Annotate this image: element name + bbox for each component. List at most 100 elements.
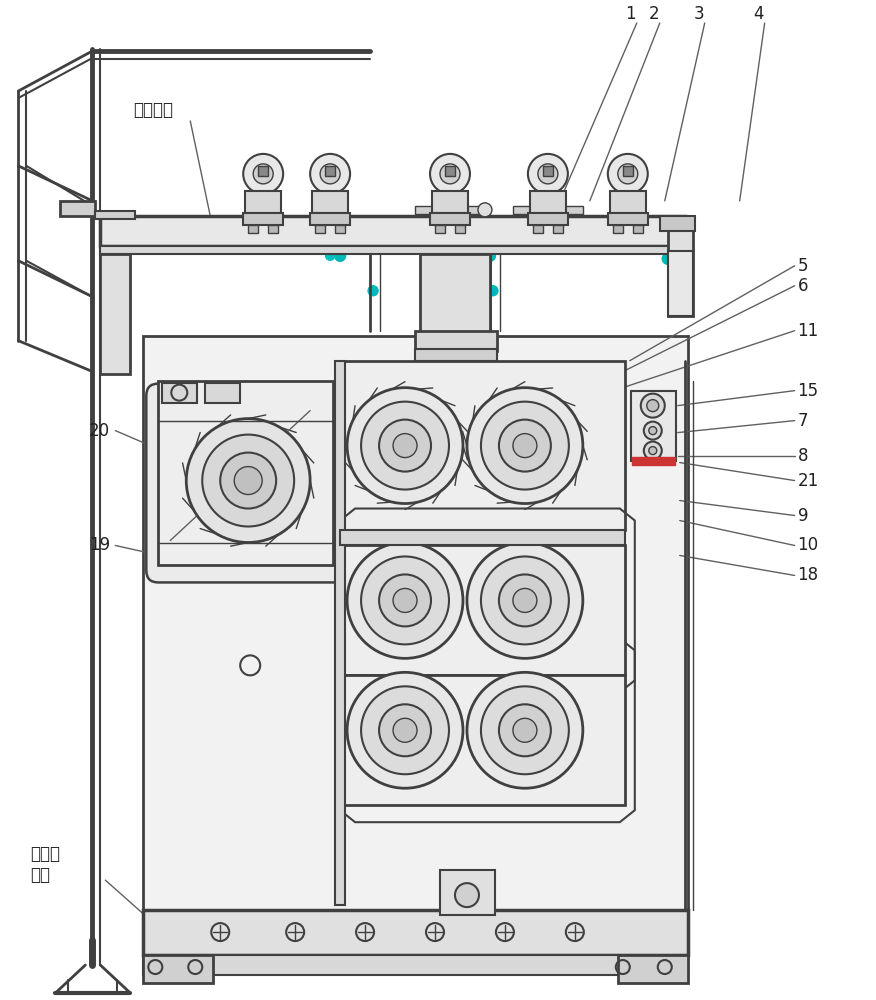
Circle shape	[538, 164, 558, 184]
Bar	[95, 211, 135, 219]
Circle shape	[393, 718, 417, 742]
Circle shape	[513, 718, 537, 742]
Bar	[258, 166, 268, 176]
Text: 18: 18	[798, 566, 819, 584]
Circle shape	[393, 588, 417, 612]
Bar	[415, 331, 497, 351]
Circle shape	[202, 435, 294, 527]
Bar	[543, 166, 553, 176]
Bar	[340, 545, 625, 675]
Bar	[205, 383, 240, 403]
Bar	[340, 675, 625, 805]
Text: 20: 20	[89, 422, 110, 440]
Text: 11: 11	[798, 322, 819, 340]
Circle shape	[435, 231, 441, 237]
Bar	[668, 216, 693, 316]
Text: 1: 1	[625, 5, 636, 23]
Bar	[632, 225, 643, 233]
Circle shape	[448, 251, 456, 260]
Bar	[60, 201, 95, 216]
Bar	[513, 206, 583, 214]
Circle shape	[187, 419, 310, 542]
Bar	[144, 910, 688, 955]
Bar	[245, 191, 281, 213]
Circle shape	[361, 686, 449, 774]
Bar	[310, 213, 350, 225]
Circle shape	[499, 420, 551, 472]
Bar	[618, 955, 688, 983]
Circle shape	[379, 420, 431, 472]
Text: 5: 5	[798, 257, 809, 275]
Circle shape	[484, 250, 496, 261]
Circle shape	[379, 574, 431, 626]
Bar	[101, 246, 685, 254]
Bar	[248, 225, 258, 233]
Circle shape	[646, 400, 659, 412]
Bar	[415, 349, 497, 361]
Bar	[632, 457, 675, 465]
Circle shape	[220, 453, 276, 509]
Circle shape	[347, 672, 463, 788]
Text: 地板印
花机: 地板印 花机	[31, 845, 60, 884]
Bar	[435, 225, 445, 233]
Circle shape	[481, 402, 569, 490]
Bar	[244, 213, 283, 225]
Circle shape	[430, 154, 470, 194]
Circle shape	[234, 467, 262, 495]
Text: 7: 7	[798, 412, 809, 430]
Circle shape	[649, 447, 657, 455]
Bar	[440, 870, 495, 915]
Bar	[613, 225, 623, 233]
Bar	[162, 383, 197, 403]
Circle shape	[662, 253, 674, 264]
Bar	[610, 191, 646, 213]
Bar	[101, 216, 685, 246]
Circle shape	[528, 154, 568, 194]
Bar	[553, 225, 563, 233]
Bar	[144, 955, 688, 975]
Bar	[445, 166, 455, 176]
Bar	[528, 213, 568, 225]
Text: 15: 15	[798, 382, 819, 400]
Circle shape	[393, 434, 417, 458]
Circle shape	[320, 164, 340, 184]
Text: 9: 9	[798, 507, 809, 525]
Circle shape	[644, 442, 661, 460]
Text: 8: 8	[798, 447, 809, 465]
Circle shape	[533, 231, 539, 237]
Bar	[101, 254, 131, 374]
Bar	[144, 336, 688, 915]
Bar	[340, 361, 625, 530]
Bar	[660, 216, 695, 231]
Bar	[159, 381, 333, 565]
Bar	[533, 225, 543, 233]
Bar	[325, 166, 336, 176]
Circle shape	[481, 556, 569, 644]
Circle shape	[310, 154, 350, 194]
Circle shape	[513, 588, 537, 612]
Circle shape	[315, 231, 321, 237]
Circle shape	[368, 286, 378, 296]
Circle shape	[248, 231, 254, 237]
Text: 10: 10	[798, 536, 819, 554]
Circle shape	[513, 434, 537, 458]
Circle shape	[649, 427, 657, 435]
Text: 4: 4	[753, 5, 764, 23]
Circle shape	[347, 388, 463, 504]
Circle shape	[481, 686, 569, 774]
Circle shape	[608, 154, 647, 194]
Circle shape	[467, 672, 583, 788]
Circle shape	[440, 164, 460, 184]
Circle shape	[499, 704, 551, 756]
Circle shape	[467, 388, 583, 504]
Bar	[315, 225, 325, 233]
Text: 21: 21	[798, 472, 819, 490]
Bar	[530, 191, 566, 213]
Circle shape	[361, 402, 449, 490]
Circle shape	[253, 164, 273, 184]
Circle shape	[244, 154, 283, 194]
Circle shape	[379, 704, 431, 756]
Circle shape	[467, 542, 583, 658]
Circle shape	[478, 203, 492, 217]
Circle shape	[640, 394, 665, 418]
